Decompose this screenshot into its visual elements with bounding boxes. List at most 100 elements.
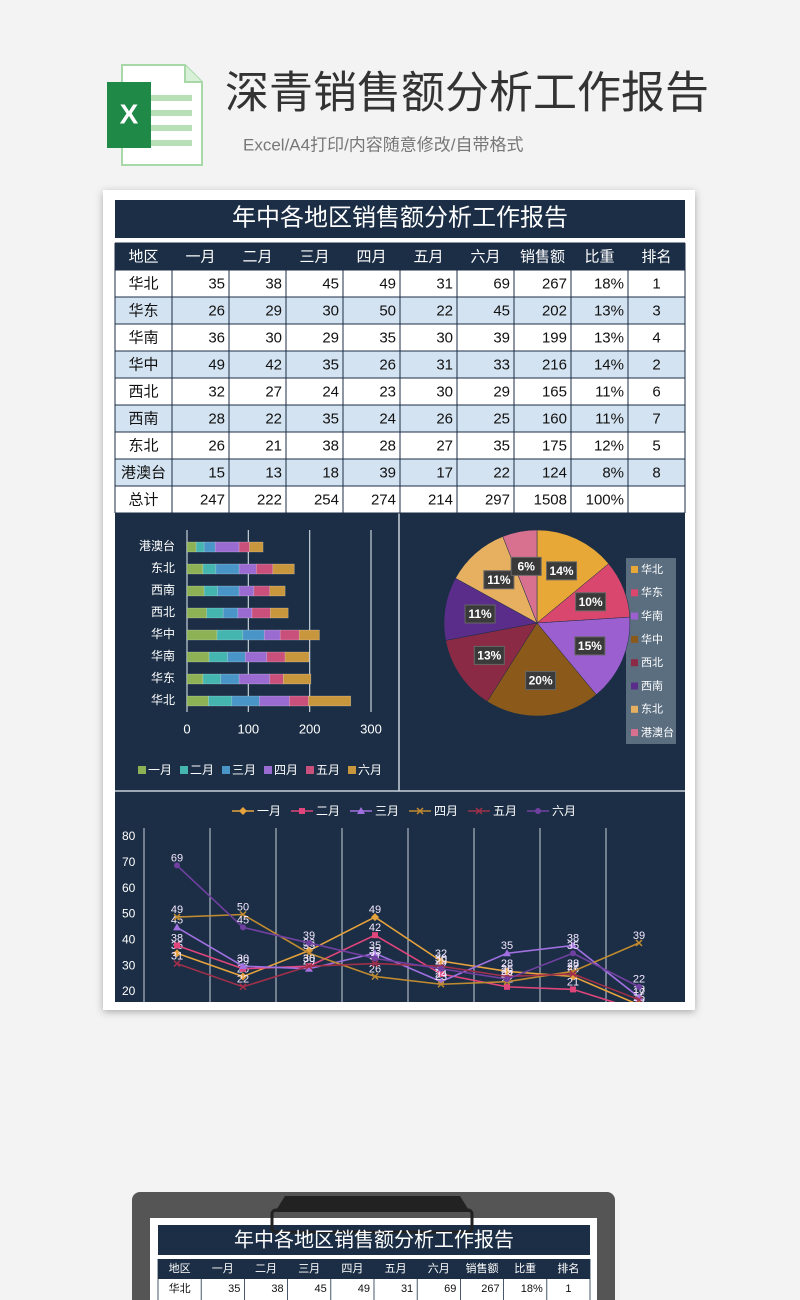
table-header: 三月 [299,248,329,265]
legend-swatch [138,766,146,774]
bar [238,585,255,597]
table-cell: 1 [652,275,660,292]
line [176,934,616,1002]
marker [504,983,510,990]
table-cell: 202 [542,302,567,319]
table-cell: 11% [595,410,624,427]
table-cell: 3 [652,302,660,319]
data-label: 39 [303,930,315,942]
marker [305,964,313,972]
table-cell: 1 [565,1283,571,1295]
legend-label: 一月 [148,763,172,777]
bar [289,695,309,707]
preview-title-bar [158,1225,590,1255]
table-cell: 160 [542,410,567,427]
marker [174,942,180,949]
y-tick-label: 70 [122,855,136,869]
bar [256,563,274,575]
pie-label: 20% [529,674,553,688]
pie-label: 13% [477,649,501,663]
marker [173,913,181,921]
pie-label: 11% [487,573,511,587]
data-label: 49 [171,904,183,916]
bar [263,629,281,641]
data-label: 31 [171,950,183,962]
bar [216,629,244,641]
marker [535,808,541,814]
data-label: 35 [369,940,381,952]
y-tick-label: 东北 [151,561,175,575]
pie-label: 11% [468,607,492,621]
icon-letter: X [120,98,139,129]
pie-slice [486,622,597,717]
table-cell: 18% [594,275,624,292]
bar [308,695,352,707]
table-cell: 274 [371,491,396,508]
table-cell: 26 [208,437,225,454]
marker [570,950,576,957]
legend-swatch [222,766,230,774]
marker [239,962,247,970]
table-cell: 13% [594,329,624,346]
bar [186,651,210,663]
marker [504,976,510,983]
excel-icon: X [107,64,203,166]
legend-swatch [180,766,188,774]
bar [220,673,240,685]
table-header: 比重 [584,248,614,265]
legend-swatch [631,682,638,690]
y-tick-label: 华南 [151,648,175,663]
legend-label: 三月 [232,763,256,777]
table-cell: 30 [436,329,453,346]
data-label: 30 [303,953,315,965]
legend-label: 一月 [257,804,281,818]
y-tick-label: 港澳台 [139,538,175,553]
pie-label: 14% [550,564,574,578]
data-label: 38 [567,932,579,944]
legend-label: 二月 [190,763,214,777]
bar [186,541,197,553]
bar [186,607,207,619]
marker [305,962,313,970]
sheet-title: 年中各地区销售额分析工作报告 [232,204,568,231]
legend-label: 华中 [641,632,663,646]
table-cell: 华东 [128,302,158,319]
table-cell: 22 [436,302,453,319]
bar [238,673,271,685]
table-cell: 38 [271,1283,283,1295]
marker [569,970,577,978]
table-cell: 23 [379,383,396,400]
y-tick-label: 西南 [151,582,175,597]
line-plot: 3526364932282615382930422722211345302935… [171,852,645,1002]
table-cell: 25 [493,410,510,427]
data-label: 35 [501,940,513,952]
marker [372,932,378,939]
clip [275,1196,470,1212]
table-cell: 35 [322,356,339,373]
legend-label: 四月 [274,763,298,777]
marker [240,924,246,931]
legend-swatch [348,766,356,774]
preview-title: 年中各地区销售额分析工作报告 [234,1228,514,1251]
bar [203,585,218,597]
marker [299,808,305,814]
table-cell: 8% [602,464,624,481]
pie-label-box [483,570,515,590]
table-cell: 1508 [534,491,567,508]
table-cell: 35 [493,437,510,454]
data-label: 27 [567,961,579,973]
table-cell: 199 [542,329,567,346]
legend-label: 三月 [375,804,399,818]
marker [173,960,181,968]
bar [244,651,268,663]
table-cell: 216 [542,356,567,373]
table-cell: 8 [652,464,660,481]
table-cell: 267 [481,1283,499,1295]
bar [227,651,246,663]
table-cell: 29 [493,383,510,400]
data-label: 17 [633,987,645,999]
table-cell: 175 [542,437,567,454]
pie-label-box [574,636,606,656]
legend-label: 六月 [358,763,382,777]
